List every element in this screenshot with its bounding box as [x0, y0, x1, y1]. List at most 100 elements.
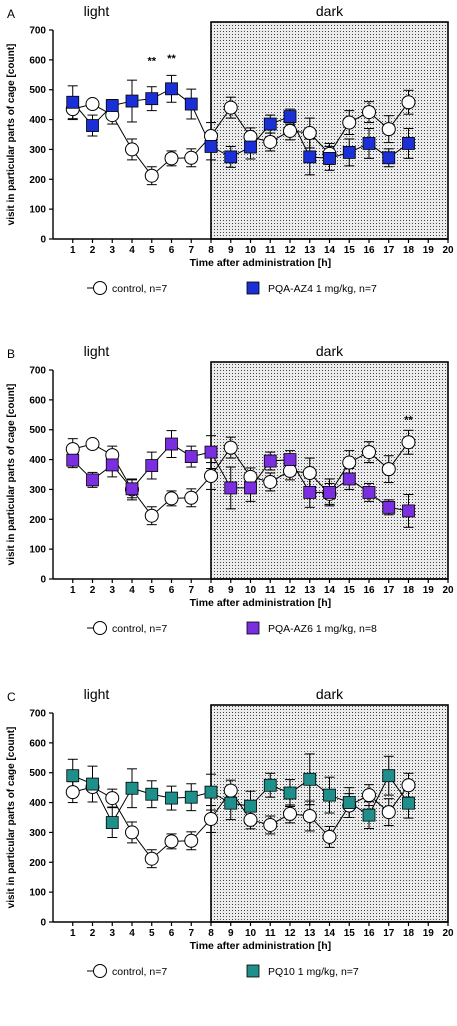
panel-b-x-tick-label: 2: [90, 585, 96, 596]
panel-b-series-control-point: [85, 437, 100, 452]
panel-a-series-treatment-point: [323, 151, 336, 165]
panel-a-x-tick-label: 12: [284, 245, 296, 256]
panel-c-series-control-point: [164, 834, 179, 849]
panel-b-y-axis-title: visit in particular parts of cage [count…: [6, 384, 17, 566]
panel-b-light-label: light: [84, 343, 110, 359]
panel-b-series-control-point: [65, 442, 80, 457]
panel-a-x-tick-label: 1: [70, 245, 76, 256]
panel-c-x-tick-label: 5: [149, 928, 155, 939]
panel-b-series-treatment-point: [224, 481, 238, 495]
panel-b-x-tick-label: 17: [383, 585, 395, 596]
panel-b-series-treatment-point: [145, 459, 159, 472]
panel-a-series-treatment-point: [382, 151, 396, 165]
panel-c-legend-treatment-label: PQ10 1 mg/kg, n=7: [268, 966, 359, 978]
panel-b-series-treatment-point: [244, 481, 257, 495]
panel-c-y-tick-label: 500: [29, 768, 46, 779]
panel-a-series-treatment-point: [263, 117, 277, 131]
panel-a-series-treatment-point: [165, 82, 178, 96]
panel-b-legend-treatment-label: PQA-AZ6 1 mg/kg, n=8: [268, 623, 377, 635]
panel-b-x-tick-label: 20: [442, 585, 454, 596]
panel-a-series-treatment-point: [86, 119, 99, 132]
panel-b-series-control-point: [223, 440, 238, 455]
panel-a-series-treatment-point: [184, 97, 198, 111]
panel-c-series-control-point: [362, 788, 376, 803]
panel-c-series-control-point: [243, 812, 258, 827]
panel-c-series-control-point: [263, 817, 278, 832]
panel-a-x-axis-title: Time after administration [h]: [190, 257, 332, 269]
panel-c-y-tick-label: 700: [29, 709, 46, 720]
panel-a-x-tick-label: 6: [169, 245, 175, 256]
panel-b-series-treatment-point: [283, 453, 297, 466]
panel-c-series-control-point: [65, 785, 80, 800]
panel-c-series-treatment-point: [283, 786, 297, 800]
panel-a-x-tick-label: 10: [245, 245, 257, 256]
panel-c-x-tick-label: 15: [344, 928, 356, 939]
panel-a-series-treatment-point: [244, 140, 257, 154]
panel-c-x-axis-title: Time after administration [h]: [190, 940, 332, 952]
panel-b-series-control-point: [401, 435, 416, 450]
panel-a-y-tick-label: 400: [29, 115, 46, 126]
panel-c-series-treatment-point: [244, 799, 257, 813]
panel-c-series-treatment-point: [402, 796, 415, 810]
panel-b-series-control-point: [263, 474, 278, 489]
panel-b-series-control-point: [342, 455, 357, 470]
panel-a-legend-control-label: control, n=7: [112, 283, 167, 295]
panel-c-x-tick-label: 2: [90, 928, 96, 939]
panel-c-y-tick-label: 100: [29, 888, 46, 899]
panel-b-x-tick-label: 15: [344, 585, 356, 596]
panel-b-x-tick-label: 11: [265, 585, 276, 596]
panel-a-x-tick-label: 15: [344, 245, 356, 256]
panel-a-x-tick-label: 7: [188, 245, 194, 256]
panel-b-series-control-point: [184, 490, 199, 505]
panel-b-series-treatment-point: [125, 482, 139, 496]
panel-c-legend-control-marker: [93, 964, 107, 978]
panel-c-series-control-point: [322, 829, 337, 844]
panel-b-series-treatment-point: [204, 445, 218, 459]
panel-c-x-tick-label: 17: [383, 928, 395, 939]
panel-a-x-tick-label: 4: [129, 245, 135, 256]
panel-a-series-control-point: [401, 95, 416, 110]
panel-a-light-label: light: [84, 3, 110, 19]
panel-a-x-tick-label: 13: [304, 245, 316, 256]
panel-c-series-treatment-point: [323, 788, 336, 802]
panel-c-series-control-point: [223, 783, 238, 798]
panel-c-x-tick-label: 14: [324, 928, 336, 939]
panel-c-series-treatment-point: [165, 791, 178, 805]
panel-b-x-tick-label: 7: [188, 585, 194, 596]
panel-c-series-treatment-point: [204, 785, 218, 799]
panel-c-light-label: light: [84, 686, 110, 702]
panel-c-series-treatment-point: [362, 808, 376, 822]
panel-a-x-tick-label: 8: [208, 245, 214, 256]
panel-b-x-tick-label: 10: [245, 585, 257, 596]
panel-c-series-control-point: [381, 805, 396, 820]
panel-a-series-treatment-point: [402, 137, 415, 150]
panel-c-series-treatment-point: [145, 787, 159, 801]
panel-b-label: B: [7, 347, 15, 361]
panel-c-series-treatment-point: [66, 769, 80, 783]
panel-c-y-tick-label: 300: [29, 828, 46, 839]
panel-c-x-tick-label: 12: [284, 928, 296, 939]
panel-a-y-tick-label: 700: [29, 26, 46, 37]
panel-a-x-tick-label: 14: [324, 245, 336, 256]
panel-c-y-tick-label: 600: [29, 738, 46, 749]
panel-a-y-tick-label: 500: [29, 85, 46, 96]
panel-c-x-tick-label: 7: [188, 928, 194, 939]
panel-b-series-treatment-point: [66, 453, 80, 467]
panel-a-series-treatment-point: [224, 150, 238, 164]
panel-c-series-treatment-point: [342, 796, 356, 809]
panel-c-x-tick-label: 1: [70, 928, 76, 939]
panel-b-x-tick-label: 16: [363, 585, 375, 596]
panel-a-x-tick-label: 18: [403, 245, 415, 256]
panel-b-series-control-point: [204, 468, 218, 483]
panel-b-x-tick-label: 3: [109, 585, 115, 596]
panel-c-x-tick-label: 19: [423, 928, 435, 939]
panel-b-significance-mark: **: [404, 415, 413, 427]
panel-b-x-tick-label: 19: [423, 585, 435, 596]
panel-c-series-treatment-point: [224, 796, 238, 810]
panel-c-series-control-point: [283, 806, 297, 821]
panel-c-series-control-point: [204, 811, 218, 826]
panel-c-x-tick-label: 4: [129, 928, 135, 939]
panel-a-x-tick-label: 19: [423, 245, 435, 256]
panel-c-x-tick-label: 13: [304, 928, 316, 939]
panel-a-significance-mark: **: [167, 53, 176, 65]
